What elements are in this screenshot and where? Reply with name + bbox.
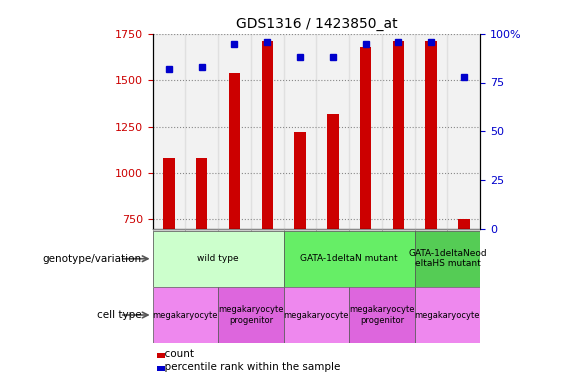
- Bar: [284, 287, 349, 343]
- Bar: [458, 219, 470, 229]
- Bar: [153, 231, 284, 287]
- Text: megakaryocyte
progenitor: megakaryocyte progenitor: [349, 305, 415, 325]
- Bar: [218, 287, 284, 343]
- Bar: [349, 34, 382, 229]
- Bar: [415, 287, 480, 343]
- Text: megakaryocyte: megakaryocyte: [284, 310, 349, 320]
- Text: GATA-1deltaNeod
eltaHS mutant: GATA-1deltaNeod eltaHS mutant: [408, 249, 487, 268]
- Bar: [294, 132, 306, 229]
- Bar: [382, 34, 415, 229]
- Bar: [415, 34, 447, 229]
- Text: megakaryocyte: megakaryocyte: [415, 310, 480, 320]
- Bar: [218, 229, 251, 287]
- Text: megakaryocyte: megakaryocyte: [153, 310, 218, 320]
- Bar: [316, 229, 349, 287]
- Text: megakaryocyte
progenitor: megakaryocyte progenitor: [218, 305, 284, 325]
- Bar: [415, 231, 480, 287]
- Bar: [447, 229, 480, 287]
- Bar: [284, 34, 316, 229]
- Text: GATA-1deltaN mutant: GATA-1deltaN mutant: [301, 254, 398, 263]
- Bar: [349, 229, 382, 287]
- Bar: [153, 229, 185, 287]
- Bar: [262, 41, 273, 229]
- Text: genotype/variation: genotype/variation: [42, 254, 141, 264]
- Bar: [229, 73, 240, 229]
- Bar: [196, 158, 207, 229]
- Title: GDS1316 / 1423850_at: GDS1316 / 1423850_at: [236, 17, 397, 32]
- Bar: [185, 34, 218, 229]
- Bar: [316, 34, 349, 229]
- Bar: [284, 231, 415, 287]
- Bar: [218, 34, 251, 229]
- Bar: [163, 158, 175, 229]
- Bar: [251, 34, 284, 229]
- Text: cell type: cell type: [97, 310, 141, 320]
- Bar: [447, 34, 480, 229]
- Text: wild type: wild type: [197, 254, 239, 263]
- Bar: [284, 229, 316, 287]
- Bar: [415, 229, 447, 287]
- Bar: [425, 41, 437, 229]
- Text: percentile rank within the sample: percentile rank within the sample: [158, 363, 341, 372]
- Bar: [251, 229, 284, 287]
- Bar: [153, 34, 185, 229]
- Bar: [327, 114, 338, 229]
- Bar: [382, 229, 415, 287]
- Bar: [393, 41, 404, 229]
- Bar: [153, 287, 218, 343]
- Bar: [360, 47, 371, 229]
- Text: count: count: [158, 350, 194, 359]
- Bar: [349, 287, 415, 343]
- Bar: [185, 229, 218, 287]
